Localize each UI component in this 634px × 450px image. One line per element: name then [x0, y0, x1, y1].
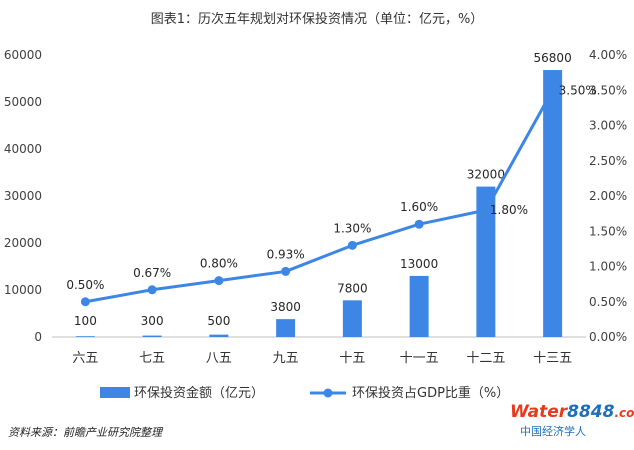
bar — [75, 336, 95, 337]
line-point — [548, 85, 558, 95]
bar-value-label: 3800 — [270, 300, 301, 314]
watermark-brand-b: 8848 — [567, 402, 615, 422]
watermark-subtitle: 中国经济学人 — [520, 425, 586, 438]
watermark-logo: Water8848.com — [510, 402, 634, 422]
bar-value-label: 13000 — [400, 257, 438, 271]
left-axis-tick-label: 10000 — [4, 283, 42, 297]
line-value-label: 1.80% — [490, 203, 528, 217]
left-axis-tick-label: 0 — [34, 330, 42, 344]
right-axis-tick-label: 4.00% — [589, 48, 627, 62]
right-axis-tick-label: 3.00% — [589, 119, 627, 133]
chart-title: 图表1：历次五年规划对环保投资情况（单位：亿元，%） — [150, 12, 484, 27]
bar — [543, 70, 563, 337]
category-label: 六五 — [72, 351, 98, 366]
category-label: 十二五 — [466, 351, 505, 366]
line-point — [214, 276, 224, 286]
line-value-label: 1.60% — [400, 200, 438, 214]
legend-bar-swatch — [100, 387, 130, 398]
bar — [409, 275, 429, 337]
line-point — [347, 240, 357, 250]
left-axis-tick-label: 50000 — [4, 95, 42, 109]
category-label: 十三五 — [533, 351, 572, 366]
bar — [476, 186, 496, 337]
right-axis-tick-label: 0.00% — [589, 330, 627, 344]
category-label: 八五 — [206, 351, 232, 366]
legend-line-label: 环保投资占GDP比重（%） — [352, 385, 509, 401]
bar-value-label: 56800 — [534, 51, 572, 65]
left-axis-tick-label: 60000 — [4, 48, 42, 62]
legend-line-marker — [323, 388, 333, 398]
line-point — [147, 285, 157, 295]
bar-value-label: 300 — [141, 314, 164, 328]
line-value-label: 0.67% — [133, 266, 171, 280]
category-label: 十一五 — [400, 351, 439, 366]
bar — [142, 335, 162, 337]
left-axis-tick-label: 20000 — [4, 236, 42, 250]
bar — [342, 300, 362, 337]
bar-value-label: 32000 — [467, 168, 505, 182]
watermark-brand-c: .com — [614, 406, 634, 420]
line-point — [80, 297, 90, 307]
bar — [209, 334, 229, 337]
line-value-label: 0.93% — [267, 247, 305, 261]
category-label: 九五 — [273, 351, 299, 366]
line-series — [85, 89, 554, 304]
category-label: 十五 — [339, 351, 365, 366]
right-axis-tick-label: 2.50% — [589, 154, 627, 168]
right-axis-tick-label: 0.50% — [589, 295, 627, 309]
left-axis-tick-label: 30000 — [4, 189, 42, 203]
category-label: 七五 — [139, 351, 165, 366]
bar-value-label: 500 — [207, 314, 230, 328]
right-axis-tick-label: 1.50% — [589, 224, 627, 238]
line-value-label: 0.80% — [200, 257, 238, 271]
right-axis-tick-label: 3.50% — [589, 83, 627, 97]
line-point — [414, 219, 424, 229]
bar — [276, 319, 296, 337]
line-value-label: 1.30% — [333, 221, 371, 235]
bar-value-label: 100 — [74, 314, 97, 328]
bar-value-label: 7800 — [337, 281, 368, 295]
line-value-label: 3.50% — [559, 83, 597, 97]
line-value-label: 0.50% — [66, 278, 104, 292]
source-note: 资料来源：前瞻产业研究院整理 — [8, 426, 162, 439]
right-axis-tick-label: 1.00% — [589, 260, 627, 274]
right-axis-tick-label: 2.00% — [589, 189, 627, 203]
legend-bar-label: 环保投资金额（亿元） — [134, 385, 264, 401]
left-axis-tick-label: 40000 — [4, 142, 42, 156]
line-point — [281, 266, 291, 276]
line-point — [481, 205, 491, 215]
watermark-brand-a: Water — [510, 402, 568, 422]
